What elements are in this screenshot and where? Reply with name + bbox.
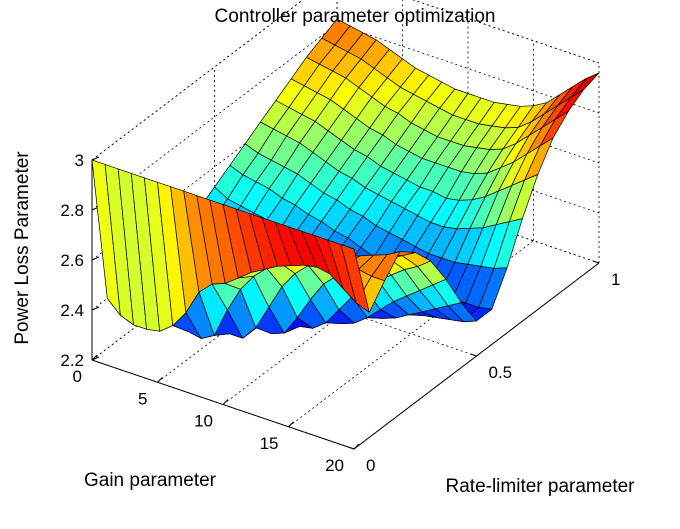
x-tick-label: 20 bbox=[325, 456, 344, 475]
x-tick-mark bbox=[288, 421, 294, 428]
z-tick-mark bbox=[91, 156, 100, 161]
labels: Controller parameter optimization Gain p… bbox=[12, 6, 635, 497]
y-tick-mark bbox=[470, 353, 477, 357]
y-tick-mark bbox=[347, 446, 355, 450]
y-tick-mark bbox=[592, 260, 600, 264]
z-tick-mark bbox=[91, 306, 100, 311]
y-tick-label: 0 bbox=[366, 456, 375, 475]
x-tick-mark bbox=[157, 376, 163, 383]
x-tick-mark bbox=[353, 443, 360, 450]
x-tick-mark bbox=[222, 399, 229, 405]
z-axis-label: Power Loss Parameter bbox=[12, 151, 33, 345]
chart-title: Controller parameter optimization bbox=[215, 6, 496, 27]
z-tick-label: 2.8 bbox=[60, 201, 84, 220]
y-tick-label: 1 bbox=[611, 270, 620, 289]
z-tick-mark bbox=[91, 256, 100, 261]
axes: 0 5 10 15 20 0 0.5 1 2.2 2.4 2.6 2.8 3 bbox=[60, 151, 620, 475]
x-tick-label: 15 bbox=[260, 434, 279, 453]
z-tick-label: 2.4 bbox=[60, 301, 84, 320]
y-axis-label: Rate-limiter parameter bbox=[446, 476, 636, 497]
z-tick-label: 2.6 bbox=[60, 251, 84, 270]
surface-cell bbox=[340, 244, 370, 313]
x-axis-label: Gain parameter bbox=[84, 470, 217, 491]
surface-mesh bbox=[91, 18, 600, 339]
y-tick-label: 0.5 bbox=[489, 363, 513, 382]
z-tick-label: 2.2 bbox=[60, 351, 84, 370]
z-tick-mark bbox=[91, 356, 100, 361]
z-tick-label: 3 bbox=[75, 151, 84, 170]
box-top-edge bbox=[412, 0, 600, 64]
x-tick-label: 0 bbox=[73, 367, 82, 386]
x-tick-label: 10 bbox=[194, 412, 213, 431]
box-top-edge bbox=[91, 0, 304, 161]
x-tick-label: 5 bbox=[138, 389, 147, 408]
